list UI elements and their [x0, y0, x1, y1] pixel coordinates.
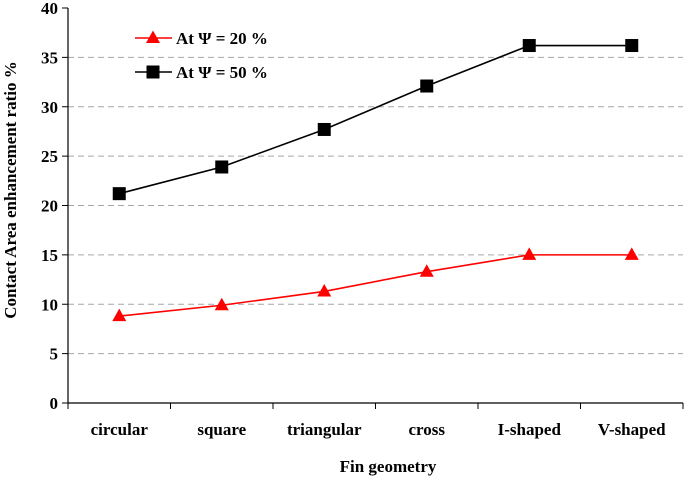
- data-point: [215, 160, 229, 174]
- data-point: [419, 264, 434, 277]
- legend-label: At Ψ = 20 %: [176, 29, 268, 48]
- data-point: [522, 39, 536, 53]
- gridlines: [68, 56, 683, 355]
- x-axis-title: Fin geometry: [340, 457, 437, 476]
- legend-marker: [146, 65, 160, 79]
- y-tick-label: 30: [41, 98, 58, 117]
- data-point: [112, 308, 127, 322]
- x-tick-label: circular: [91, 420, 149, 439]
- y-tick-label: 25: [41, 147, 58, 166]
- y-tick-label: 0: [50, 394, 59, 413]
- y-tick-label: 10: [41, 295, 58, 314]
- y-tick-label: 15: [41, 246, 58, 265]
- legend-item: At Ψ = 20 %: [135, 29, 268, 48]
- y-axis-title: Contact Area enhancement ratio %: [1, 61, 20, 318]
- series-layer: [112, 39, 639, 322]
- x-tick-label: I-shaped: [498, 420, 562, 439]
- data-point: [112, 187, 126, 201]
- x-tick-label: cross: [408, 420, 445, 439]
- legend-marker: [146, 30, 160, 44]
- legend-item: At Ψ = 50 %: [135, 63, 268, 82]
- series-2: [112, 39, 639, 201]
- y-tick-label: 20: [41, 197, 58, 216]
- data-point: [317, 122, 331, 136]
- legend: At Ψ = 20 % At Ψ = 50 %: [135, 29, 268, 82]
- data-point: [420, 79, 434, 93]
- data-point: [624, 247, 639, 260]
- data-point: [522, 247, 537, 260]
- x-tick-label: square: [197, 420, 246, 439]
- data-point: [625, 39, 639, 53]
- series-1: [112, 247, 639, 322]
- y-tick-label: 35: [41, 48, 58, 67]
- x-tick-label: triangular: [287, 420, 362, 439]
- legend-label: At Ψ = 50 %: [176, 63, 268, 82]
- series-line: [119, 254, 632, 317]
- x-tick-labels: circular square triangular cross I-shaped V-s…: [91, 420, 667, 439]
- y-tick-label: 5: [50, 345, 59, 364]
- y-tick-labels: 0 5 10 15 20 25 30 35 40: [41, 0, 58, 413]
- axes: [62, 7, 684, 409]
- data-point: [214, 297, 229, 311]
- y-tick-label: 40: [41, 0, 58, 18]
- data-point: [317, 283, 332, 297]
- x-tick-label: V-shaped: [598, 420, 666, 439]
- series-line: [119, 44, 632, 195]
